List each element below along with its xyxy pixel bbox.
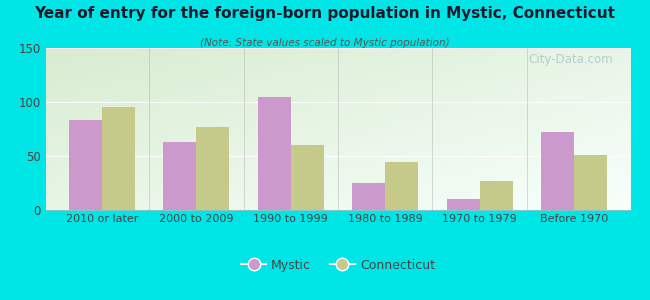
Bar bbox=[352, 183, 385, 210]
Bar bbox=[196, 127, 229, 210]
Bar bbox=[258, 97, 291, 210]
Bar bbox=[447, 199, 480, 210]
Bar bbox=[385, 163, 418, 210]
Legend: Mystic, Connecticut: Mystic, Connecticut bbox=[236, 254, 440, 277]
Bar bbox=[574, 155, 607, 210]
Bar bbox=[69, 120, 102, 210]
Text: City-Data.com: City-Data.com bbox=[528, 53, 613, 66]
Bar bbox=[163, 142, 196, 210]
Bar bbox=[291, 145, 324, 210]
Bar bbox=[541, 132, 574, 210]
Bar bbox=[480, 181, 513, 210]
Text: Year of entry for the foreign-born population in Mystic, Connecticut: Year of entry for the foreign-born popul… bbox=[34, 6, 616, 21]
Bar bbox=[102, 107, 135, 210]
Text: (Note: State values scaled to Mystic population): (Note: State values scaled to Mystic pop… bbox=[200, 38, 450, 47]
